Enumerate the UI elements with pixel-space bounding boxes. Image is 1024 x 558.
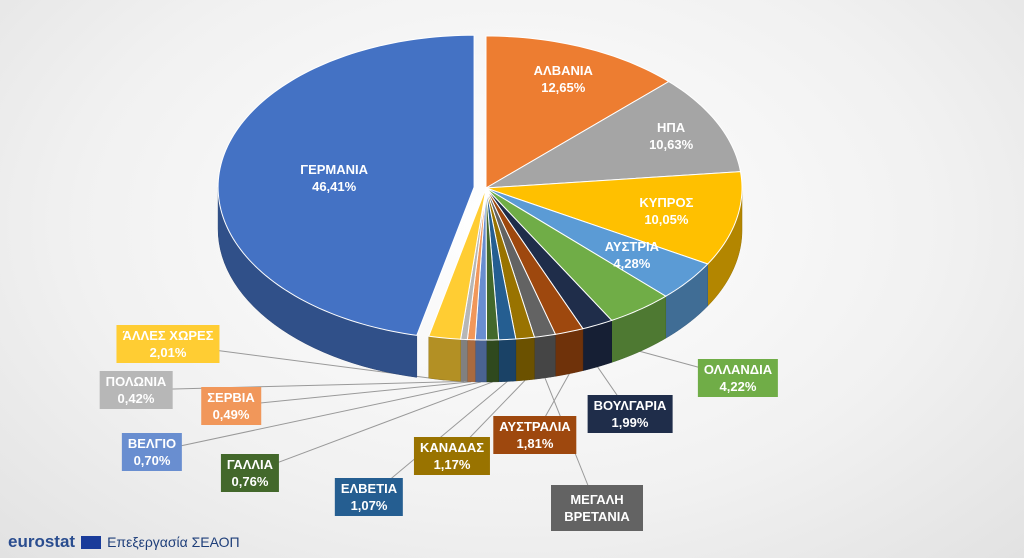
eu-flag (81, 535, 102, 549)
category-label: ΒΕΛΓΙΟ (127, 436, 177, 451)
slice-side (534, 334, 556, 380)
slice-side (515, 336, 535, 382)
category-label: ΑΛΒΑΝΙΑ (533, 62, 593, 78)
category-label: ΆΛΛΕΣ ΧΩΡΕΣ (122, 328, 214, 343)
value-label: 10,63% (649, 136, 694, 152)
slice-label: ΆΛΛΕΣ ΧΩΡΕΣ 2,01% (116, 325, 220, 363)
value-label: 0,70% (133, 453, 171, 468)
value-label: 4,22% (719, 379, 757, 394)
slice-label: ΑΛΒΑΝΙΑ 12,65% (528, 60, 599, 98)
value-label: 2,01% (149, 345, 187, 360)
slice-label: ΒΕΛΓΙΟ 0,70% (121, 433, 183, 471)
pie-slice (485, 171, 743, 265)
value-label: 46,41% (312, 178, 357, 194)
source-logo: eurostat (8, 532, 76, 551)
pie-slice (485, 35, 670, 189)
slice-label: ΣΕΡΒΙΑ 0,49% (201, 387, 261, 425)
leader-line (249, 381, 493, 474)
category-label: ΣΕΡΒΙΑ (207, 390, 255, 405)
value-label: 1,17% (433, 457, 471, 472)
slice-label: ΑΥΣΤΡΑΛΙΑ 1,81% (493, 416, 577, 454)
leader-line (230, 381, 472, 407)
slice-label: ΚΥΠΡΟΣ 10,05% (633, 192, 699, 230)
slice-label: ΕΛΒΕΤΙΑ 1,07% (334, 478, 404, 516)
pie-slice (485, 187, 584, 335)
value-label: 1,07% (350, 498, 388, 513)
slice-label: ΠΟΛΩΝΙΑ 0,42% (99, 371, 173, 409)
leader-line (135, 380, 465, 391)
value-label: 0,42% (117, 391, 155, 406)
slice-side (555, 328, 584, 377)
slice-label: ΓΑΛΛΙΑ 0,76% (220, 454, 280, 492)
source-note: eurostat Επεξεργασία ΣΕΑΟΠ (8, 532, 240, 552)
slice-side (498, 338, 517, 383)
category-label: ΗΠΑ (657, 119, 686, 135)
value-label: 10,05% (644, 211, 689, 227)
slice-side (486, 339, 499, 383)
value-label: 0,76% (231, 474, 269, 489)
category-label: ΒΟΥΛΓΑΡΙΑ (593, 398, 667, 413)
category-label: ΓΕΡΜΑΝΙΑ (300, 161, 369, 177)
slice-side (474, 339, 487, 383)
slice-label: ΚΑΝΑΔΑΣ 1,17% (413, 437, 491, 475)
leader-line (151, 381, 481, 453)
pie-slice (485, 187, 613, 330)
pie-slice (485, 187, 667, 321)
category-label: ΜΕΓΑΛΗ ΒΡΕΤΑΝΙΑ (564, 492, 630, 524)
category-label: ΠΟΛΩΝΙΑ (105, 374, 167, 389)
slice-side (460, 338, 468, 382)
source: Επεξεργασία ΣΕΑΟΠ (107, 534, 240, 550)
slice-side (428, 335, 461, 382)
value-label: 1,81% (516, 436, 554, 451)
slice-label: ΑΥΣΤΡΙΑ 4,28% (599, 236, 665, 274)
slice-label: ΒΟΥΛΓΑΡΙΑ 1,99% (587, 395, 673, 433)
category-label: ΑΥΣΤΡΑΛΙΑ (499, 419, 571, 434)
category-label: ΓΑΛΛΙΑ (226, 457, 274, 472)
pie-slice (485, 80, 742, 189)
value-label: 12,65% (541, 79, 586, 95)
category-label: ΕΛΒΕΤΙΑ (340, 481, 398, 496)
category-label: ΟΛΛΑΝΔΙΑ (703, 362, 773, 377)
slice-label: ΗΠΑ 10,63% (643, 117, 699, 155)
slice-label: ΜΕΓΑΛΗ ΒΡΕΤΑΝΙΑ (551, 485, 643, 531)
pie-slice (217, 34, 475, 336)
value-label: 4,28% (613, 255, 651, 271)
pie-slice (485, 187, 709, 297)
value-label: 0,49% (212, 407, 250, 422)
category-label: ΚΑΝΑΔΑΣ (419, 440, 485, 455)
pie-sides (217, 187, 743, 383)
pie-slice (428, 187, 487, 340)
slice-side (467, 339, 476, 383)
slice-label: ΓΕΡΜΑΝΙΑ 46,41% (294, 159, 374, 197)
category-label: ΑΥΣΤΡΙΑ (604, 238, 659, 254)
value-label: 1,99% (611, 415, 649, 430)
category-label: ΚΥΠΡΟΣ (639, 194, 694, 210)
slice-label: ΟΛΛΑΝΔΙΑ 4,22% (697, 359, 779, 397)
